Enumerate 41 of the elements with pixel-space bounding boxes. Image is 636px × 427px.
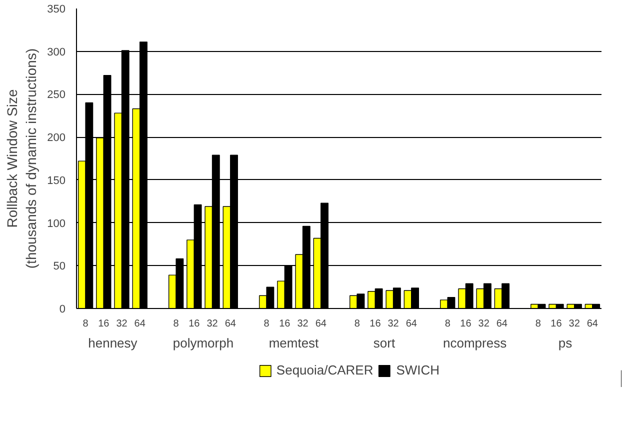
x-tick-label: 16 [279, 318, 291, 330]
y-tick-label: 200 [47, 132, 66, 144]
text: memtest [268, 336, 320, 350]
y-tick-label: 150 [47, 174, 66, 187]
text: ps [558, 336, 573, 350]
y-axis-title: Rollback Window Size (thousands of dynamic instructions) [4, 48, 40, 269]
legend-label: Sequoia/CARER [276, 362, 374, 378]
x-tick-label: 32 [388, 318, 400, 330]
x-tick-label: 64 [224, 318, 236, 330]
x-tick-label: 64 [134, 318, 146, 330]
y-tick-label: 100 [47, 218, 66, 230]
text: ncompress [442, 336, 508, 350]
x-tick-label: 8 [264, 318, 270, 330]
x-tick-label: 32 [116, 318, 128, 330]
x-tick-label: 16 [188, 318, 200, 330]
text: polymorph [172, 336, 234, 350]
y-tick-label: 50 [53, 260, 66, 273]
x-tick-label: 8 [173, 318, 180, 330]
x-tick-label: 8 [82, 318, 89, 330]
x-tick-label: 16 [550, 318, 562, 330]
y-tick-label: 250 [47, 89, 66, 102]
x-tick-label: 8 [444, 318, 451, 330]
y-tick-label: 300 [47, 46, 66, 58]
legend-label: SWICH [396, 362, 440, 378]
x-tick-label: 32 [478, 318, 490, 330]
text: hennesy [88, 336, 138, 350]
x-tick-label: 8 [535, 318, 542, 330]
x-tick-label: 64 [406, 318, 418, 330]
x-tick-label: 32 [568, 318, 580, 330]
x-tick-label: 32 [297, 318, 309, 330]
x-tick-label: 64 [496, 318, 508, 330]
x-tick-label: 64 [586, 318, 598, 330]
x-tick-label: 64 [315, 318, 327, 330]
text: sort [373, 336, 396, 350]
y-tick-label: 350 [47, 4, 66, 16]
x-tick-label: 16 [460, 318, 472, 330]
x-tick-label: 16 [370, 318, 382, 330]
x-tick-label: 32 [206, 318, 218, 330]
x-tick-label: 8 [354, 318, 360, 330]
y-tick-label: 0 [59, 304, 66, 316]
x-tick-label: 16 [98, 318, 110, 330]
